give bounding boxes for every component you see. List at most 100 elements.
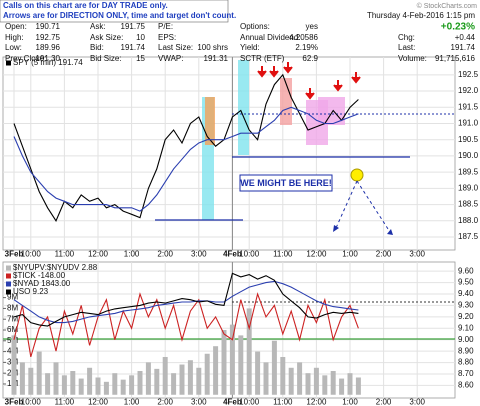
x-tick-label: 3:00 xyxy=(409,250,425,259)
y-tick-label: 190.5 xyxy=(458,135,479,144)
field-label: Chg: xyxy=(398,33,415,42)
y-tick-label: 8.60 xyxy=(458,381,474,390)
marker xyxy=(350,168,364,182)
line xyxy=(13,292,359,358)
field-label: Annual Dividend: xyxy=(240,33,300,42)
x-tick-label: 1:00 xyxy=(124,398,140,406)
bar xyxy=(330,371,336,395)
x-tick-label: 12:00 xyxy=(306,398,327,406)
x-tick-label: 10:00 xyxy=(239,250,260,259)
bar xyxy=(45,373,51,395)
field-label: VWAP: xyxy=(158,54,183,63)
y-tick-label: 192.5 xyxy=(458,70,479,79)
line xyxy=(13,280,359,324)
legend-label: $NYAD 1843.00 xyxy=(13,279,71,288)
notes-box xyxy=(0,0,229,23)
y-tick-label: 192.0 xyxy=(458,86,479,95)
bar xyxy=(162,356,168,395)
plot-layer: 187.5 188.0 188.5 189.0 189.5 190.0 190.5 191.0… xyxy=(3,58,479,406)
x-tick-label: 11:00 xyxy=(273,398,293,406)
x-tick-label: 4Feb xyxy=(223,250,242,259)
line xyxy=(13,272,359,327)
field-value: 191.75 xyxy=(121,22,146,31)
bar xyxy=(263,362,269,395)
bar xyxy=(204,353,210,395)
bar xyxy=(288,367,294,395)
field-label: Volume: xyxy=(398,54,427,63)
bar xyxy=(246,308,252,395)
field-label: Low: xyxy=(5,43,22,52)
x-tick-label: 10:00 xyxy=(21,398,42,406)
highlight xyxy=(280,78,292,125)
bar xyxy=(61,375,67,395)
x-tick-label: 10:00 xyxy=(239,398,260,406)
y-tick-label: 9.00 xyxy=(458,335,474,344)
y-tick-label: 189.5 xyxy=(458,167,479,176)
bar xyxy=(70,371,76,395)
field-label: SCTR (ETF) xyxy=(240,54,285,63)
y-tick-label: 187.5 xyxy=(458,232,479,241)
bar xyxy=(339,378,345,395)
field-label: Yield: xyxy=(240,43,260,52)
field-label: EPS: xyxy=(158,33,176,42)
pct-change: +0.23% xyxy=(441,22,475,33)
line xyxy=(13,106,359,212)
bar xyxy=(238,335,244,395)
x-tick-label: 2:00 xyxy=(376,398,392,406)
field-label: Bid Size: xyxy=(90,54,122,63)
bar xyxy=(179,364,185,395)
bar xyxy=(154,368,160,395)
field-label: High: xyxy=(5,33,24,42)
bar xyxy=(103,381,109,395)
field-label: Open: xyxy=(5,22,27,31)
legend-swatch xyxy=(6,265,11,271)
field-value: 15 xyxy=(136,54,145,63)
field-value: 10 xyxy=(136,33,145,42)
field-label: Options: xyxy=(240,22,270,31)
header: Calls on this chart are for DAY TRADE on… xyxy=(0,0,477,33)
legend-label: USO 9.23 xyxy=(13,287,49,296)
x-tick-label: 11:00 xyxy=(273,250,293,259)
x-tick-label: 12:00 xyxy=(88,398,109,406)
y-tick-label: 191.5 xyxy=(458,102,479,111)
x-tick-label: 11:00 xyxy=(55,398,75,406)
bar xyxy=(28,367,34,395)
y-tick-label: 191.0 xyxy=(458,119,479,128)
field-value: 190.71 xyxy=(36,22,61,31)
bar xyxy=(78,378,84,395)
x-tick-label: 10:00 xyxy=(21,250,42,259)
field-value: +0.44 xyxy=(455,33,476,42)
bar xyxy=(120,379,126,395)
x-tick-label: 3:00 xyxy=(409,398,425,406)
price-panel xyxy=(2,56,456,251)
bar xyxy=(11,335,17,395)
legend-swatch xyxy=(6,281,11,287)
direction-arrows xyxy=(257,62,361,100)
bar xyxy=(297,362,303,395)
field-value: 192.75 xyxy=(36,33,61,42)
field-label: Prev Close: xyxy=(5,54,46,63)
watermark: © StockCharts.com xyxy=(417,2,478,10)
arrow-heads xyxy=(333,225,393,235)
y-tick-label: 188.0 xyxy=(458,216,479,225)
annotation-box xyxy=(239,174,333,192)
y-tick-label: 8.80 xyxy=(458,358,474,367)
field-value: 4.20586 xyxy=(289,33,318,42)
bar xyxy=(36,351,42,395)
field-value: 189.96 xyxy=(36,43,61,52)
x-tick-label: 12:00 xyxy=(306,250,327,259)
legend-label: SPY (5 min) 191.74 xyxy=(13,58,83,67)
legend-swatch xyxy=(6,289,11,295)
y-tick-label: 188.5 xyxy=(458,200,479,209)
field-value: 191.74 xyxy=(451,43,476,52)
bar xyxy=(112,373,118,395)
field-value: yes xyxy=(306,22,318,31)
bar xyxy=(53,362,59,395)
bar xyxy=(347,373,353,395)
date: Thursday 4-Feb-2016 1:15 pm xyxy=(367,11,475,20)
bar xyxy=(187,360,193,395)
x-tick-label: 3:00 xyxy=(191,398,207,406)
field-label: Ask Size: xyxy=(90,33,123,42)
field-label: P/E: xyxy=(158,22,173,31)
